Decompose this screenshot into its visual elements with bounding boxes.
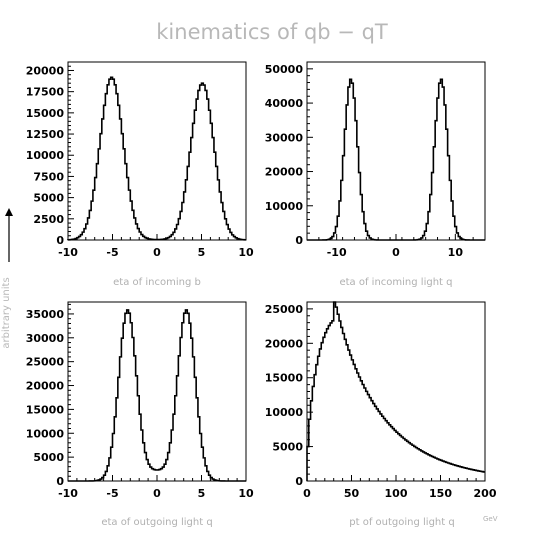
x-axis-label: eta of outgoing light q: [101, 517, 212, 528]
x-tick-label: 0: [153, 246, 161, 259]
x-tick-label: 10: [238, 246, 254, 259]
x-tick-label: -10: [58, 487, 78, 500]
y-tick-label: 2500: [33, 213, 64, 226]
y-tick-label: 20000: [26, 64, 65, 77]
x-tick-label: 10: [238, 487, 254, 500]
y-tick-label: 10000: [265, 200, 304, 213]
x-tick-label: 150: [429, 487, 452, 500]
histogram-panel-4: 0 5000 10000 15000 20000 25000 0 50 100 150 200 pt …: [265, 301, 498, 528]
x-axis-unit: GeV: [483, 515, 498, 523]
x-tick-label: 100: [385, 487, 408, 500]
x-tick-label: -10: [327, 246, 347, 259]
y-tick-label: 0: [295, 234, 303, 247]
x-tick-label: 0: [392, 246, 400, 259]
x-axis-label: pt of outgoing light q: [349, 517, 454, 528]
y-tick-label: 10000: [26, 427, 65, 440]
y-tick-label: 20000: [265, 337, 304, 350]
plot-frame: [306, 301, 486, 482]
y-tick-label: 10000: [26, 149, 65, 162]
y-tick-label: 25000: [26, 356, 65, 369]
histogram-panels: 02500500075001000012500150001750020000-1…: [26, 61, 498, 528]
y-axis-label: arbitrary units: [1, 277, 12, 348]
histogram-line: [307, 78, 485, 241]
y-tick-label: 5000: [33, 451, 64, 464]
x-tick-label: -10: [58, 246, 78, 259]
y-tick-label: 0: [56, 475, 64, 488]
y-tick-label: 20000: [26, 380, 65, 393]
x-tick-label: 5: [198, 246, 206, 259]
y-axis-indicator: arbitrary units: [1, 208, 13, 349]
histogram-line: [306, 301, 485, 481]
y-tick-label: 25000: [265, 303, 304, 316]
y-tick-label: 5000: [33, 192, 64, 205]
y-tick-label: 30000: [265, 131, 304, 144]
y-tick-label: 20000: [265, 166, 304, 179]
x-tick-label: 10: [448, 246, 464, 259]
histogram-line: [68, 309, 246, 482]
y-tick-label: 0: [56, 234, 64, 247]
y-tick-label: 15000: [26, 403, 65, 416]
y-tick-label: 17500: [26, 86, 65, 99]
y-tick-label: 30000: [26, 332, 65, 345]
plot-frame: [67, 301, 247, 482]
x-tick-label: -5: [106, 487, 118, 500]
y-tick-label: 10000: [265, 406, 304, 419]
figure-title: kinematics of qb − qT: [156, 20, 388, 44]
y-tick-label: 40000: [265, 97, 304, 110]
histogram-panel-2: 0 10000 20000 30000 40000 50000 -10 0 10 eta of i…: [265, 61, 486, 288]
x-tick-label: 0: [153, 487, 161, 500]
histogram-panel-1: 0 2500 5000 7500 10000 12500 15000 17500 20000 -1…: [26, 61, 254, 288]
x-axis-label: eta of incoming light q: [339, 277, 452, 288]
y-axis-arrow-head: [5, 208, 13, 216]
x-tick-label: 0: [303, 487, 311, 500]
y-tick-label: 50000: [265, 63, 304, 76]
y-tick-label: 5000: [272, 441, 303, 454]
y-tick-label: 15000: [265, 372, 304, 385]
y-tick-label: 35000: [26, 308, 65, 321]
x-tick-label: 50: [344, 487, 360, 500]
y-tick-label: 12500: [26, 128, 65, 141]
x-axis-label: eta of incoming b: [113, 277, 201, 288]
x-tick-label: 5: [198, 487, 206, 500]
histogram-panel-3: 0 5000 10000 15000 20000 25000 30000 35000 -10 -5…: [26, 301, 254, 528]
x-tick-label: 200: [474, 487, 497, 500]
histogram-line: [67, 76, 246, 241]
y-tick-label: 7500: [33, 170, 64, 183]
x-tick-label: -5: [106, 246, 118, 259]
plot-frame: [67, 61, 247, 241]
y-tick-label: 0: [295, 475, 303, 488]
y-tick-label: 15000: [26, 107, 65, 120]
plot-frame: [306, 61, 486, 241]
